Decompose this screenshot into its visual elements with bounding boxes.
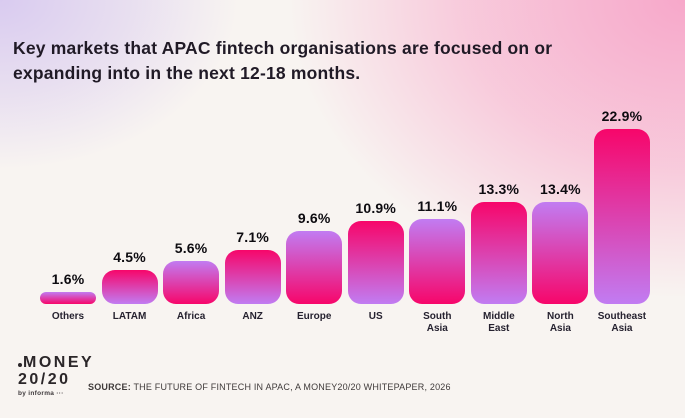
bar-column: 13.3% Middle East [470,181,527,337]
bar-us [347,221,404,304]
bar-column: 13.4% North Asia [532,181,589,337]
bar-column: 4.5% LATAM [101,249,158,337]
bar-column: 5.6% Africa [163,240,220,337]
bar-south-asia [409,219,466,304]
logo-byline: by informa ··· [18,390,64,397]
bar-column: 1.6% Others [40,271,96,337]
bar-column: 22.9% Southeast Asia [593,108,650,337]
page-title: Key markets that APAC fintech organisati… [13,36,613,86]
bar-chart: 1.6% Others 4.5% LATAM 5.6% Africa 7.1% ANZ 9.6%… [40,108,650,337]
value-label: 7.1% [236,229,269,245]
bar-latam [101,270,158,304]
money2020-logo: MONEY 20/20 by informa ··· [18,354,94,397]
source-text: THE FUTURE OF FINTECH IN APAC, A MONEY20… [130,382,451,392]
category-label: Africa [176,311,206,322]
value-label: 4.5% [113,249,146,265]
logo-money-text: MONEY [23,354,95,371]
category-label: ANZ [242,311,263,322]
page-title-line2: expanding into in the next 12-18 months. [13,63,361,83]
category-label: Southeast Asia [597,311,647,334]
bar-column: 9.6% Europe [286,210,343,337]
category-label: Middle East [482,311,515,334]
bar-column: 7.1% ANZ [224,229,281,337]
bar-southeast-asia [593,129,650,304]
value-label: 22.9% [601,108,643,124]
value-label: 1.6% [51,271,85,287]
category-label: North Asia [547,311,574,334]
value-label: 9.6% [297,210,331,226]
logo-2020-text: 20/20 [18,371,71,388]
bar-column: 10.9% US [347,200,404,337]
category-label: South Asia [423,311,452,334]
bar-north-asia [532,202,589,304]
value-label: 10.9% [355,200,397,216]
source-note: SOURCE: THE FUTURE OF FINTECH IN APAC, A… [88,382,451,392]
category-label: Others [51,311,85,322]
category-label: US [368,311,383,322]
category-label: LATAM [112,311,147,322]
page-title-line1: Key markets that APAC fintech organisati… [13,38,553,58]
value-label: 13.3% [478,181,520,197]
source-label: SOURCE: [88,382,131,392]
value-label: 11.1% [417,198,458,214]
logo-wordmark: MONEY [18,354,94,371]
bar-africa [163,261,220,304]
bar-anz [224,250,281,304]
logo-dot-icon [18,363,22,367]
bar-others [40,292,96,304]
value-label: 13.4% [540,181,581,197]
value-label: 5.6% [174,240,208,256]
bar-europe [286,231,343,304]
bar-column: 11.1% South Asia [409,198,466,337]
bar-middle-east [470,202,527,304]
category-label: Europe [296,311,332,322]
